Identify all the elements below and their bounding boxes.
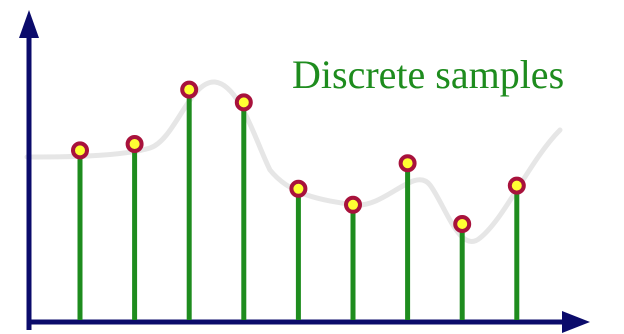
sample-marker bbox=[180, 80, 199, 99]
sample-stems bbox=[77, 89, 520, 320]
caption: Discrete samples bbox=[292, 52, 564, 97]
continuous-signal-curve bbox=[24, 79, 563, 244]
sample-marker bbox=[289, 179, 308, 198]
sample-marker bbox=[234, 93, 253, 112]
sample-marker bbox=[398, 154, 417, 173]
sample-marker bbox=[71, 141, 89, 160]
sample-marker bbox=[507, 176, 526, 195]
sample-marker bbox=[125, 135, 144, 153]
y-axis-arrowhead bbox=[19, 10, 39, 38]
x-axis-arrowhead bbox=[562, 311, 590, 333]
sample-marker bbox=[344, 195, 362, 214]
sample-marker bbox=[453, 215, 472, 233]
sample-markers bbox=[71, 80, 526, 233]
